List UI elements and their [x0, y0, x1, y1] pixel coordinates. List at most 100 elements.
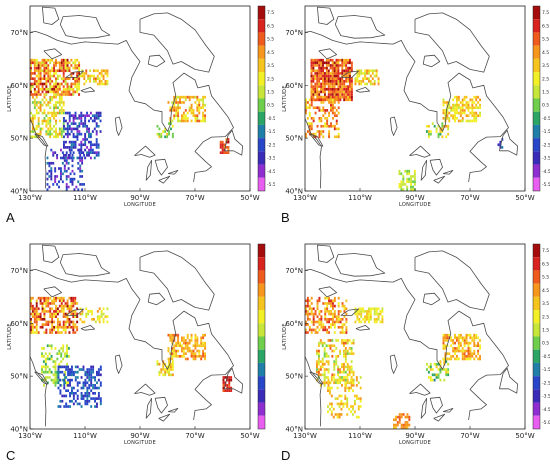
- data-cell: [323, 77, 326, 80]
- data-cell: [329, 58, 332, 62]
- data-cell: [316, 368, 318, 371]
- data-cell: [42, 370, 45, 374]
- data-cell: [230, 389, 233, 392]
- data-cell: [227, 138, 230, 141]
- data-cell: [88, 376, 91, 379]
- data-cell: [173, 103, 176, 107]
- data-cell: [320, 320, 323, 324]
- data-cell: [447, 127, 450, 131]
- data-cell: [310, 124, 313, 128]
- data-cell: [463, 355, 466, 358]
- data-cell: [344, 341, 347, 345]
- data-cell: [316, 362, 318, 366]
- coastline: [43, 48, 62, 60]
- data-cell: [347, 90, 350, 94]
- data-cell: [70, 156, 73, 160]
- data-cell: [88, 384, 91, 387]
- data-cell: [323, 87, 326, 91]
- data-cell: [320, 66, 323, 70]
- data-cell: [72, 392, 75, 395]
- data-cell: [39, 103, 42, 107]
- data-cell: [381, 307, 384, 311]
- data-cell: [39, 64, 42, 67]
- data-cell: [53, 320, 56, 324]
- data-cell: [62, 296, 65, 300]
- data-cell: [79, 307, 82, 311]
- colorbar-segment: [258, 85, 265, 99]
- data-cell: [459, 341, 462, 345]
- data-cell: [337, 85, 340, 88]
- data-cell: [64, 323, 67, 326]
- data-cell: [314, 85, 317, 88]
- data-cell: [204, 352, 207, 355]
- data-cell: [39, 130, 42, 133]
- data-cell: [54, 370, 57, 374]
- data-cell: [41, 302, 44, 305]
- data-cell: [99, 397, 102, 400]
- data-cell: [171, 347, 174, 350]
- data-cell: [70, 307, 73, 311]
- data-cell: [190, 349, 193, 353]
- data-cell: [48, 352, 51, 355]
- data-cell: [80, 392, 83, 395]
- data-cell: [56, 82, 59, 86]
- data-cell: [426, 362, 428, 366]
- data-cell: [79, 159, 82, 162]
- data-cell: [356, 318, 359, 321]
- data-cell: [461, 106, 464, 110]
- data-cell: [94, 376, 97, 379]
- data-cell: [442, 111, 445, 115]
- data-cell: [331, 69, 334, 73]
- data-cell: [37, 122, 40, 125]
- data-cell: [45, 302, 48, 305]
- data-cell: [30, 72, 32, 75]
- data-cell: [186, 117, 189, 120]
- data-cell: [58, 331, 61, 334]
- data-cell: [55, 130, 57, 133]
- data-cell: [64, 127, 67, 131]
- data-cell: [330, 106, 332, 110]
- data-cell: [437, 135, 440, 139]
- data-cell: [316, 77, 319, 80]
- data-cell: [72, 61, 75, 65]
- data-cell: [63, 159, 66, 162]
- data-cell: [312, 318, 315, 321]
- data-cell: [95, 138, 98, 141]
- data-cell: [76, 315, 79, 318]
- data-cell: [343, 93, 346, 96]
- data-cell: [452, 106, 455, 110]
- data-cell: [322, 80, 324, 83]
- data-cell: [37, 82, 40, 86]
- data-cell: [479, 98, 482, 102]
- data-cell: [327, 339, 330, 342]
- data-cell: [350, 381, 353, 385]
- data-cell: [314, 331, 317, 334]
- data-cell: [56, 296, 59, 300]
- data-cell: [204, 344, 207, 348]
- colorbar-segment: [258, 124, 265, 139]
- data-cell: [317, 352, 320, 355]
- data-cell: [62, 101, 65, 104]
- data-cell: [70, 85, 73, 88]
- data-cell: [180, 95, 183, 99]
- data-cell: [70, 93, 73, 96]
- coastline: [305, 109, 322, 189]
- data-cell: [45, 320, 48, 324]
- data-cell: [312, 328, 315, 332]
- data-cell: [331, 111, 334, 115]
- data-cell: [88, 127, 90, 131]
- data-cell: [50, 370, 53, 374]
- colorbar-tick-label: 5.5: [267, 37, 274, 43]
- colorbar-tick-label: -1.5: [267, 129, 275, 135]
- data-cell: [37, 66, 40, 70]
- data-cell: [47, 127, 50, 131]
- coastline: [317, 244, 335, 263]
- data-cell: [72, 143, 75, 147]
- data-cell: [316, 325, 319, 329]
- data-cell: [63, 143, 65, 147]
- data-cell: [192, 114, 195, 117]
- data-cell: [316, 124, 319, 128]
- data-cell: [41, 296, 44, 300]
- data-cell: [58, 304, 61, 308]
- data-cell: [473, 106, 476, 110]
